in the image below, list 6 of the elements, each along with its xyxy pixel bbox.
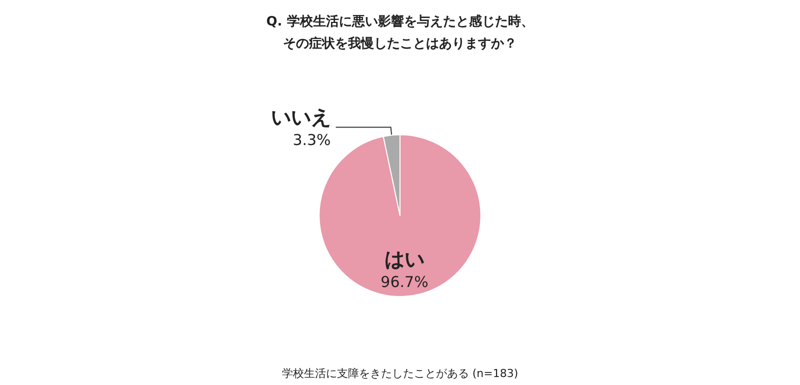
slice-label: いいえ xyxy=(270,105,331,130)
slice-label: はい xyxy=(384,246,424,271)
data-label: 3.3% xyxy=(292,131,331,150)
chart-title: Q. 学校生活に悪い影響を与えたと感じた時、その症状を我慢したことはありますか？ xyxy=(266,14,534,52)
text: 学校生活に支障をきたしたことがある (n=183) xyxy=(282,367,518,380)
data-label: 96.7% xyxy=(380,272,428,291)
